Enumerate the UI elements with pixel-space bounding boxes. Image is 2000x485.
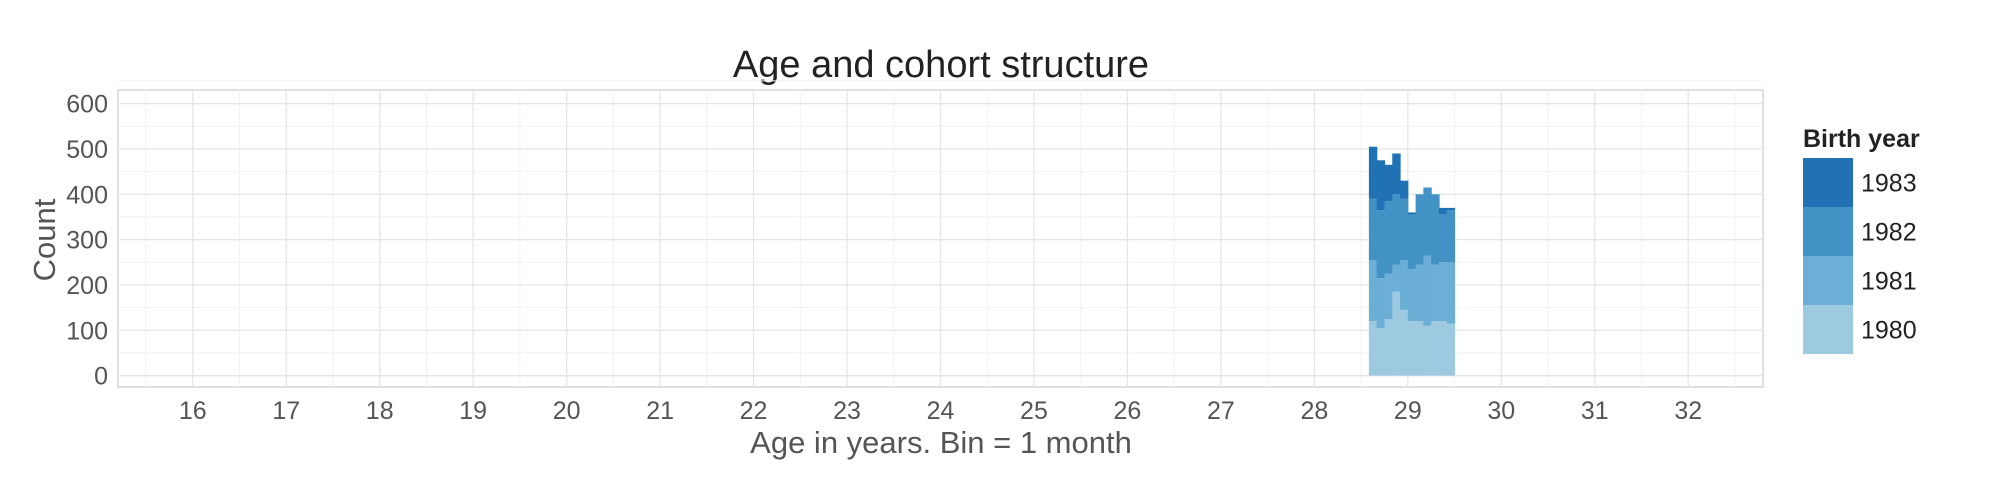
x-tick-label: 27 [1207,397,1235,425]
x-tick-label: 26 [1114,397,1142,425]
bar-segment [1368,198,1378,261]
y-tick-label: 500 [66,136,108,164]
bars-layer [1368,146,1456,376]
bar-segment [1431,194,1440,265]
bar-segment [1368,321,1378,376]
bar-segment [1392,153,1401,195]
bar-segment [1384,164,1393,202]
legend-title: Birth year [1803,125,1920,153]
y-tick-label: 200 [66,272,108,300]
bar-segment [1368,260,1378,322]
bar-segment [1446,323,1456,376]
bar-segment [1376,160,1386,211]
legend-label: 1982 [1861,219,1917,247]
bar-segment [1423,255,1432,326]
y-tick-label: 300 [66,227,108,255]
bar-segment [1384,273,1393,319]
legend-label: 1980 [1861,317,1917,345]
legend-key [1803,256,1853,305]
legend: 1983 1982 1981 1980 [1803,158,1917,354]
bar-segment [1407,214,1417,270]
bar-segment [1400,180,1409,199]
x-tick-label: 23 [833,397,861,425]
bar-segment [1438,262,1448,322]
x-tick-label: 19 [459,397,487,425]
y-tick-label: 600 [66,91,108,119]
y-tick-label: 400 [66,181,108,209]
bar-segment [1431,264,1440,322]
x-tick-label: 20 [553,397,581,425]
x-tick-label: 29 [1394,397,1422,425]
x-tick-label: 24 [927,397,955,425]
bar-segment [1392,194,1401,265]
bar-segment [1376,210,1386,279]
bar-segment [1438,214,1448,263]
legend-label: 1981 [1861,268,1917,296]
y-axis-ticks: 0 100 200 300 400 500 600 [66,91,108,391]
bar-segment [1446,210,1456,263]
bar-segment [1376,278,1386,329]
legend-key [1803,158,1853,207]
y-tick-label: 0 [94,363,108,391]
bar-segment [1431,321,1440,376]
grid-major [118,90,1763,387]
bar-segment [1415,194,1425,265]
bar-segment [1384,318,1393,376]
y-axis-label: Count [27,198,62,281]
x-tick-label: 25 [1020,397,1048,425]
bar-segment [1392,291,1401,376]
x-tick-label: 30 [1487,397,1515,425]
legend-key [1803,305,1853,354]
bar-segment [1407,212,1417,215]
bar-segment [1438,321,1448,376]
x-tick-label: 16 [179,397,207,425]
bar-segment [1368,146,1378,199]
x-axis-ticks: 16 17 18 19 20 21 22 23 24 25 26 27 28 29 30 31 32 [179,397,1702,425]
x-tick-label: 22 [740,397,768,425]
bar-segment [1423,187,1432,256]
bar-segment [1415,264,1425,322]
x-tick-label: 31 [1581,397,1609,425]
bar-segment [1446,207,1456,211]
chart-title: Age and cohort structure [733,44,1149,86]
bar-segment [1438,207,1448,215]
bar-segment [1384,201,1393,274]
bar-segment [1392,264,1401,292]
bar-segment [1423,325,1432,376]
bar-segment [1446,262,1456,324]
legend-label: 1983 [1861,170,1917,198]
x-tick-label: 17 [272,397,300,425]
x-tick-label: 18 [366,397,394,425]
bar-segment [1400,309,1409,376]
x-axis-label: Age in years. Bin = 1 month [750,425,1132,460]
legend-key [1803,207,1853,256]
x-tick-label: 28 [1300,397,1328,425]
bar-segment [1400,260,1409,310]
x-tick-label: 32 [1674,397,1702,425]
x-tick-label: 21 [646,397,674,425]
bar-segment [1407,321,1417,376]
bar-segment [1415,321,1425,376]
bar-segment [1400,198,1409,261]
bar-segment [1376,328,1386,376]
y-tick-label: 100 [66,317,108,345]
bar-segment [1407,269,1417,322]
